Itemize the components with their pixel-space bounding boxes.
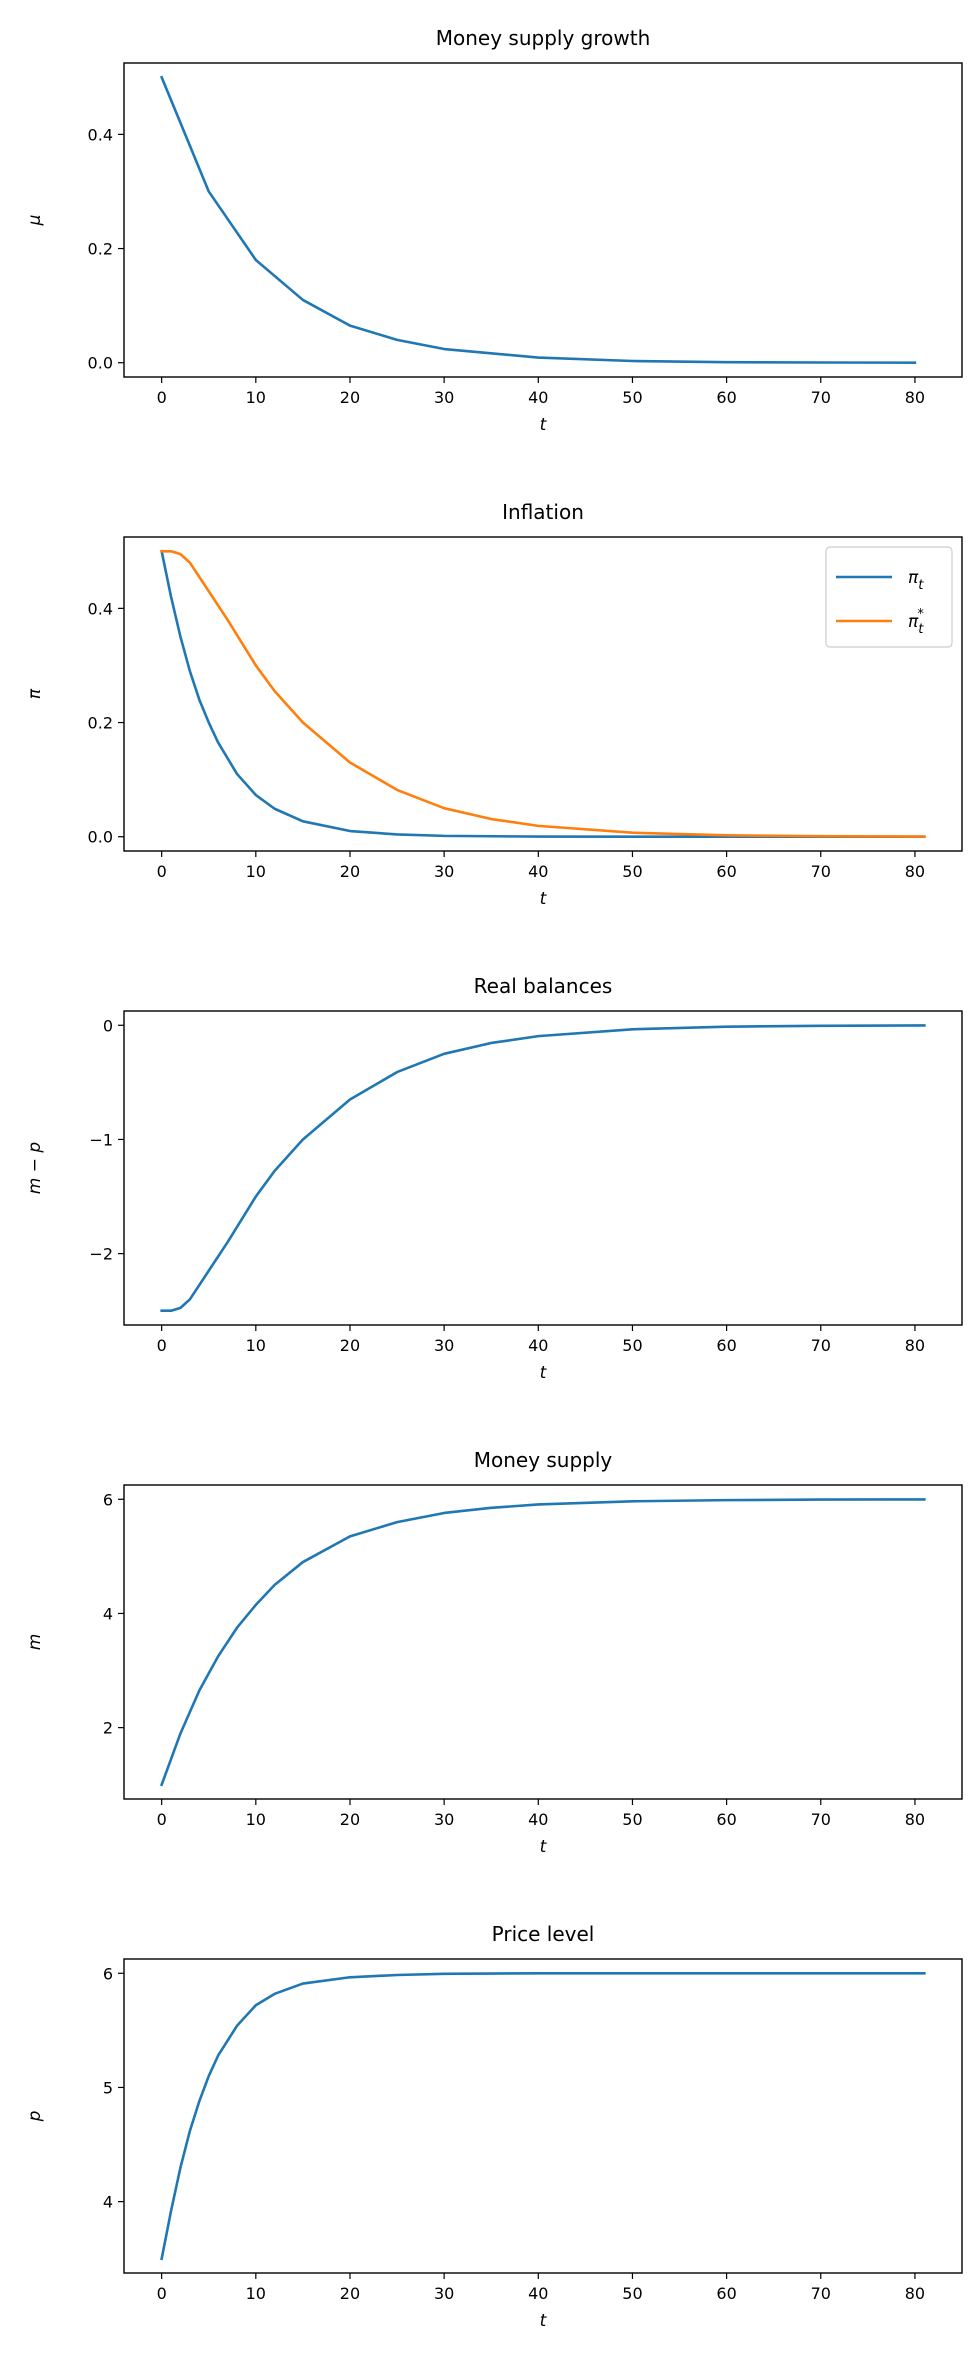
axes-frame: [123, 536, 963, 852]
x-tick-label: 70: [811, 2284, 831, 2303]
x-tick-label: 50: [622, 1810, 642, 1829]
chart-title: Price level: [492, 1922, 595, 1946]
x-tick-label: 70: [811, 388, 831, 407]
x-tick-label: 30: [434, 862, 454, 881]
series-line-1: [160, 1024, 926, 1313]
x-tick-label: 70: [811, 1336, 831, 1355]
series-line-1: [159, 75, 917, 364]
x-tick-label: 30: [434, 388, 454, 407]
x-tick-label: 30: [434, 1336, 454, 1355]
x-tick-label: 10: [246, 388, 266, 407]
x-tick-label: 10: [246, 2284, 266, 2303]
x-tick-label: 20: [340, 1336, 360, 1355]
chart-title: Money supply: [474, 1448, 613, 1472]
y-tick-label: 0.2: [88, 714, 113, 733]
chart-panel-3: Real balances 0 10 20 30 40 50 60 70 80 −2 −1 0 t m − …: [25, 974, 963, 1383]
y-tick-label: 5: [103, 2078, 113, 2097]
x-tick-label: 80: [905, 1336, 925, 1355]
series-line-1: [160, 549, 926, 839]
legend-label-2: πt*: [908, 607, 924, 637]
y-tick-label: 0.4: [88, 599, 113, 618]
chart-panel-5: Price level 0 10 20 30 40 50 60 70 80 4 5 6 t p: [25, 1922, 963, 2331]
axes-frame: [123, 1958, 963, 2274]
y-tick-label: 0: [103, 1016, 113, 1035]
x-tick-label: 10: [246, 1810, 266, 1829]
x-tick-label: 30: [434, 1810, 454, 1829]
y-tick-label: 0.2: [88, 240, 113, 259]
x-axis-label: t: [540, 2311, 548, 2331]
y-tick-label: −2: [89, 1245, 113, 1264]
chart-title: Money supply growth: [436, 26, 651, 50]
x-tick-label: 50: [622, 862, 642, 881]
x-tick-label: 50: [622, 1336, 642, 1355]
y-axis-label: m: [25, 1634, 45, 1651]
x-tick-label: 60: [716, 862, 736, 881]
x-tick-label: 80: [905, 1810, 925, 1829]
y-tick-label: 4: [103, 1604, 113, 1623]
x-tick-label: 70: [811, 1810, 831, 1829]
y-tick-label: 0.0: [88, 828, 113, 847]
x-tick-label: 60: [716, 388, 736, 407]
y-axis-label: π: [25, 688, 45, 699]
y-tick-label: −1: [89, 1130, 113, 1149]
y-axis-label: m − p: [25, 1142, 45, 1195]
x-tick-label: 50: [622, 388, 642, 407]
x-tick-label: 30: [434, 2284, 454, 2303]
x-tick-label: 0: [157, 2284, 167, 2303]
y-tick-label: 2: [103, 1719, 113, 1738]
series-line-1: [160, 1971, 926, 2261]
y-tick-label: 0.0: [88, 354, 113, 373]
x-tick-label: 70: [811, 862, 831, 881]
x-tick-label: 80: [905, 2284, 925, 2303]
chart-title: Inflation: [502, 500, 584, 524]
x-axis-label: t: [540, 889, 548, 909]
x-tick-label: 40: [528, 1810, 548, 1829]
x-tick-label: 0: [157, 388, 167, 407]
x-tick-label: 60: [716, 1336, 736, 1355]
x-tick-label: 0: [157, 1810, 167, 1829]
axes-frame: [123, 1484, 963, 1800]
x-tick-label: 20: [340, 388, 360, 407]
axes-frame: [123, 62, 963, 378]
axes-frame: [123, 1010, 963, 1326]
x-axis-label: t: [540, 1837, 548, 1857]
x-axis-label: t: [540, 1363, 548, 1383]
x-tick-label: 80: [905, 388, 925, 407]
chart-panel-2: Inflation 0 10 20 30 40 50 60 70 80 0.0 0.2 0.4 t π πtπ…: [25, 500, 963, 909]
x-tick-label: 10: [246, 862, 266, 881]
chart-panel-4: Money supply 0 10 20 30 40 50 60 70 80 2 4 6 t m: [25, 1448, 963, 1857]
x-tick-label: 40: [528, 2284, 548, 2303]
x-tick-label: 0: [157, 1336, 167, 1355]
legend-box: [825, 546, 953, 648]
y-axis-label: p: [25, 2110, 45, 2122]
y-tick-label: 4: [103, 2193, 113, 2212]
y-axis-label: μ: [25, 214, 45, 226]
x-tick-label: 0: [157, 862, 167, 881]
series-line-2: [160, 549, 926, 838]
x-tick-label: 80: [905, 862, 925, 881]
x-tick-label: 20: [340, 2284, 360, 2303]
x-tick-label: 40: [528, 388, 548, 407]
y-tick-label: 0.4: [88, 125, 113, 144]
x-tick-label: 40: [528, 862, 548, 881]
x-tick-label: 20: [340, 1810, 360, 1829]
x-tick-label: 60: [716, 2284, 736, 2303]
y-tick-label: 6: [103, 1964, 113, 1983]
y-tick-label: 6: [103, 1490, 113, 1509]
x-tick-label: 60: [716, 1810, 736, 1829]
x-tick-label: 10: [246, 1336, 266, 1355]
x-tick-label: 40: [528, 1336, 548, 1355]
chart-title: Real balances: [474, 974, 613, 998]
x-tick-label: 50: [622, 2284, 642, 2303]
chart-panel-1: Money supply growth 0 10 20 30 40 50 60 70 80 0.0 0…: [25, 26, 963, 435]
series-line-1: [159, 1498, 926, 1787]
x-tick-label: 20: [340, 862, 360, 881]
x-axis-label: t: [540, 415, 548, 435]
